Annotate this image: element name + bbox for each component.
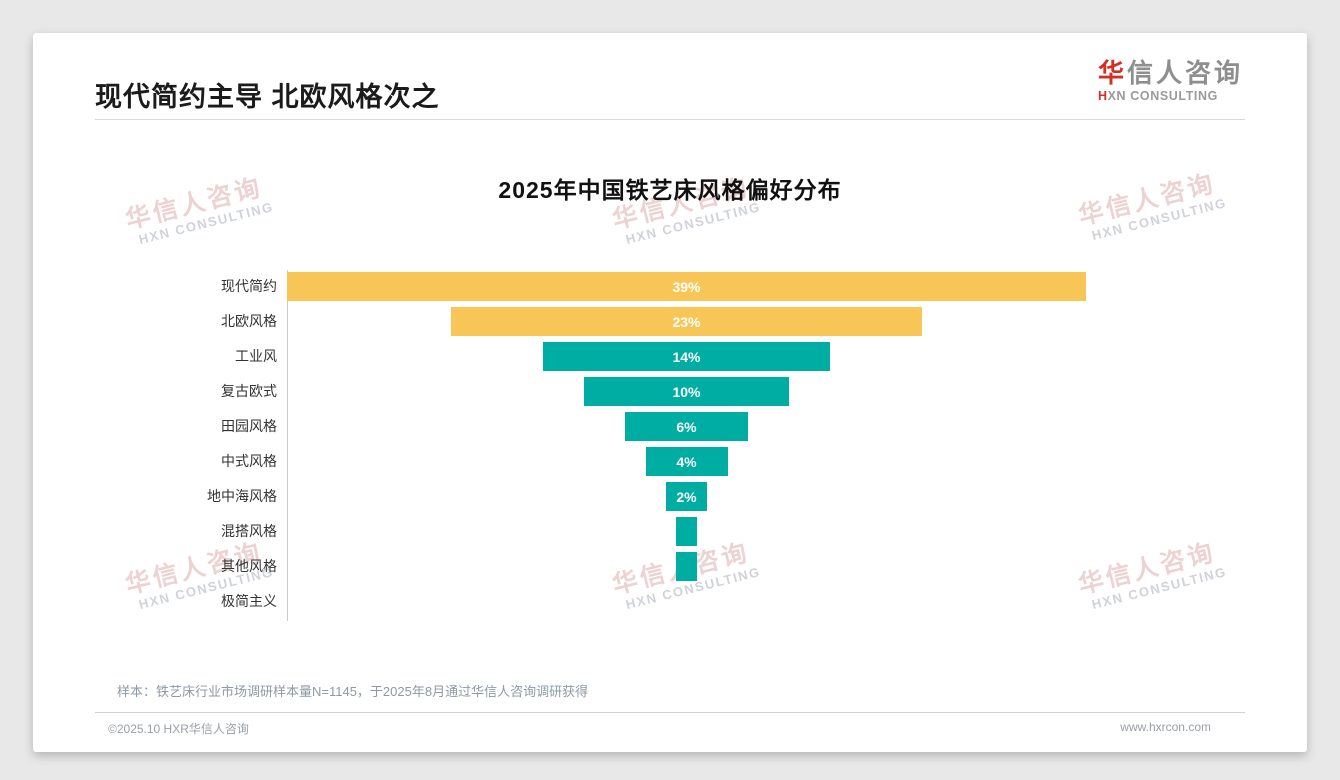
chart-row: 地中海风格 2%: [33, 479, 1307, 514]
bar-value-label: 39%: [672, 278, 701, 295]
axis-line: [287, 270, 288, 621]
chart-row: 极简主义: [33, 584, 1307, 619]
bar-value-label: 6%: [676, 418, 697, 435]
category-label: 现代简约: [221, 278, 277, 294]
chart-row: 混搭风格: [33, 514, 1307, 549]
watermark-en-text: HXN CONSULTING: [624, 199, 763, 248]
funnel-bar: 10%: [584, 377, 789, 406]
category-label: 工业风: [235, 348, 277, 364]
chart-row: 北欧风格 23%: [33, 304, 1307, 339]
logo-en-accent: H: [1097, 89, 1108, 103]
logo-zh-rest: 信人咨询: [1126, 58, 1243, 88]
logo-zh-accent: 华: [1097, 58, 1127, 88]
category-label: 北欧风格: [221, 313, 277, 329]
funnel-bar: 14%: [543, 342, 830, 371]
website-url: www.hxrcon.com: [1120, 720, 1211, 734]
category-label: 地中海风格: [207, 488, 277, 504]
bar-value-label: 10%: [672, 383, 701, 400]
funnel-bar: 2%: [666, 482, 707, 511]
copyright-text: ©2025.10 HXR华信人咨询: [108, 722, 249, 736]
chart-row: 复古欧式 10%: [33, 374, 1307, 409]
logo-en-rest: XN CONSULTING: [1107, 89, 1218, 103]
header-divider: [95, 119, 1245, 120]
bar-value-label: 14%: [672, 348, 701, 365]
category-label: 极简主义: [221, 593, 277, 609]
chart-row: 工业风 14%: [33, 339, 1307, 374]
company-logo: 华信人咨询 HXN CONSULTING: [1098, 53, 1243, 103]
category-label: 田园风格: [221, 418, 277, 434]
sample-footnote: 样本：铁艺床行业市场调研样本量N=1145，于2025年8月通过华信人咨询调研获…: [117, 684, 589, 699]
category-label: 混搭风格: [221, 523, 277, 539]
logo-zh-text: 华信人咨询: [1098, 53, 1243, 90]
funnel-bar: 39%: [286, 272, 1087, 301]
bar-value-label: 23%: [672, 313, 701, 330]
chart-row: 中式风格 4%: [33, 444, 1307, 479]
chart-row: 田园风格 6%: [33, 409, 1307, 444]
footer-divider: [95, 712, 1245, 713]
category-label: 中式风格: [221, 453, 277, 469]
category-label: 复古欧式: [221, 383, 277, 399]
bar-value-label: 4%: [676, 453, 697, 470]
bar-value-label: 2%: [676, 488, 697, 505]
category-label: 其他风格: [221, 558, 277, 574]
watermark-en-text: HXN CONSULTING: [137, 199, 276, 248]
funnel-bar: [676, 552, 697, 581]
funnel-bar: 4%: [645, 447, 728, 476]
report-card: 华信人咨询 HXN CONSULTING 华信人咨询 HXN CONSULTIN…: [33, 33, 1307, 752]
chart-row: 其他风格: [33, 549, 1307, 584]
page-title: 现代简约主导 北欧风格次之: [95, 82, 440, 112]
logo-en-text: HXN CONSULTING: [1098, 89, 1243, 103]
chart-row: 现代简约 39%: [33, 269, 1307, 304]
funnel-bar: [676, 517, 697, 546]
funnel-bar: 6%: [625, 412, 748, 441]
chart-title: 2025年中国铁艺床风格偏好分布: [498, 177, 842, 203]
funnel-bar: 23%: [450, 307, 923, 336]
funnel-chart: 现代简约 39% 北欧风格 23% 工业风 14% 复古欧式 10% 田园风格 6% 中式风格 4% 地…: [33, 269, 1307, 621]
